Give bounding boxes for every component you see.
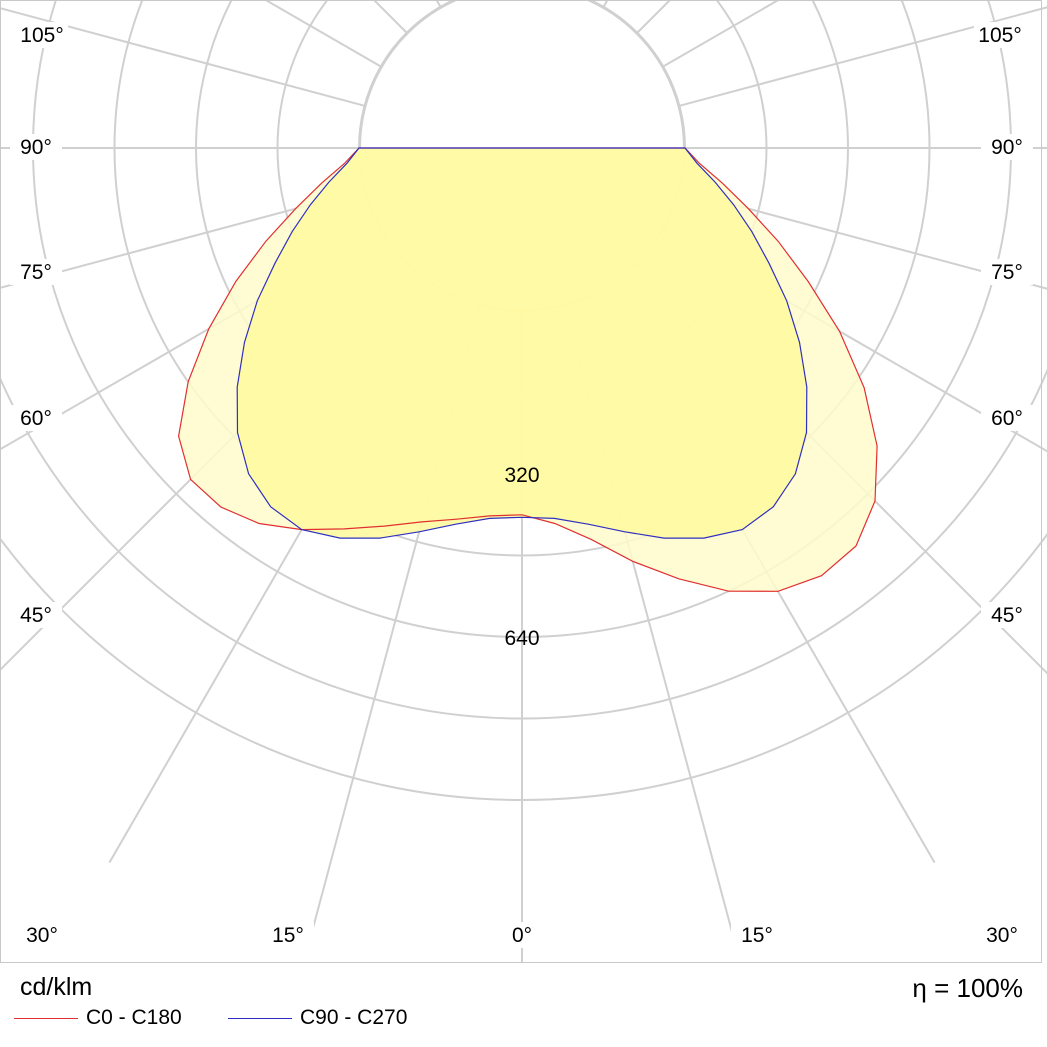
angle-label-bg bbox=[976, 922, 1028, 948]
angle-label-bg bbox=[731, 922, 783, 948]
axis-labels: 320 640 0° 15° 15° 30° 30° 45° 45° 60° 60° 75° 75° 90… bbox=[10, 22, 1033, 948]
curve-c0-c180 bbox=[177, 147, 878, 592]
legend-label-c0-c180: C0 - C180 bbox=[86, 1006, 182, 1029]
grid-spoke bbox=[0, 7, 365, 107]
angle-label-bg bbox=[16, 922, 68, 948]
angle-label-bg bbox=[10, 134, 62, 160]
angle-label-bg bbox=[974, 22, 1026, 48]
angle-label-bg bbox=[10, 259, 62, 285]
legend-swatch-c90-c270 bbox=[228, 1018, 292, 1019]
angle-label: 105° bbox=[978, 24, 1021, 47]
angle-label-bg bbox=[981, 602, 1033, 628]
angle-label-bg bbox=[16, 22, 68, 48]
efficiency-label: η = 100% bbox=[912, 973, 1023, 1003]
curve-fills bbox=[178, 148, 878, 592]
plot-frame bbox=[0, 0, 1042, 963]
grid-spoke bbox=[679, 6, 1047, 107]
angle-label: 90° bbox=[20, 136, 52, 159]
radial-tick-label: 640 bbox=[504, 627, 539, 650]
angle-label: 105° bbox=[20, 24, 63, 47]
angle-label-bg bbox=[10, 602, 62, 628]
angle-label-bg bbox=[981, 405, 1033, 431]
fill-c90-c270 bbox=[237, 148, 807, 539]
unit-label: cd/klm bbox=[20, 973, 93, 1001]
angle-label-bg bbox=[981, 259, 1033, 285]
angle-label: 75° bbox=[20, 261, 52, 284]
angle-label-bg bbox=[10, 405, 62, 431]
grid-spoke bbox=[662, 0, 781, 68]
angle-label: 60° bbox=[20, 407, 52, 430]
grid-spoke bbox=[263, 0, 382, 68]
angle-label: 90° bbox=[991, 136, 1023, 159]
curve-lines bbox=[177, 147, 878, 592]
angle-label-bg bbox=[981, 134, 1033, 160]
angle-label: 15° bbox=[741, 924, 773, 947]
polar-plot: 320 640 0° 15° 15° 30° 30° 45° 45° 60° 60° 75° 75° 90… bbox=[0, 0, 1047, 963]
angle-label-bg bbox=[496, 922, 548, 948]
angle-label: 15° bbox=[272, 924, 304, 947]
angle-label: 60° bbox=[991, 407, 1023, 430]
angle-label: 45° bbox=[20, 604, 52, 627]
legend-label-c90-c270: C90 - C270 bbox=[300, 1006, 408, 1029]
angle-label: 75° bbox=[991, 261, 1023, 284]
angle-label-bg bbox=[262, 922, 314, 948]
angle-label: 45° bbox=[991, 604, 1023, 627]
angle-label: 30° bbox=[26, 924, 58, 947]
curve-c90-c270 bbox=[236, 147, 808, 539]
radial-tick-label: 320 bbox=[504, 464, 539, 487]
angle-label: 30° bbox=[986, 924, 1018, 947]
legend-swatch-c0-c180 bbox=[14, 1018, 78, 1019]
angle-label: 0° bbox=[512, 924, 532, 947]
